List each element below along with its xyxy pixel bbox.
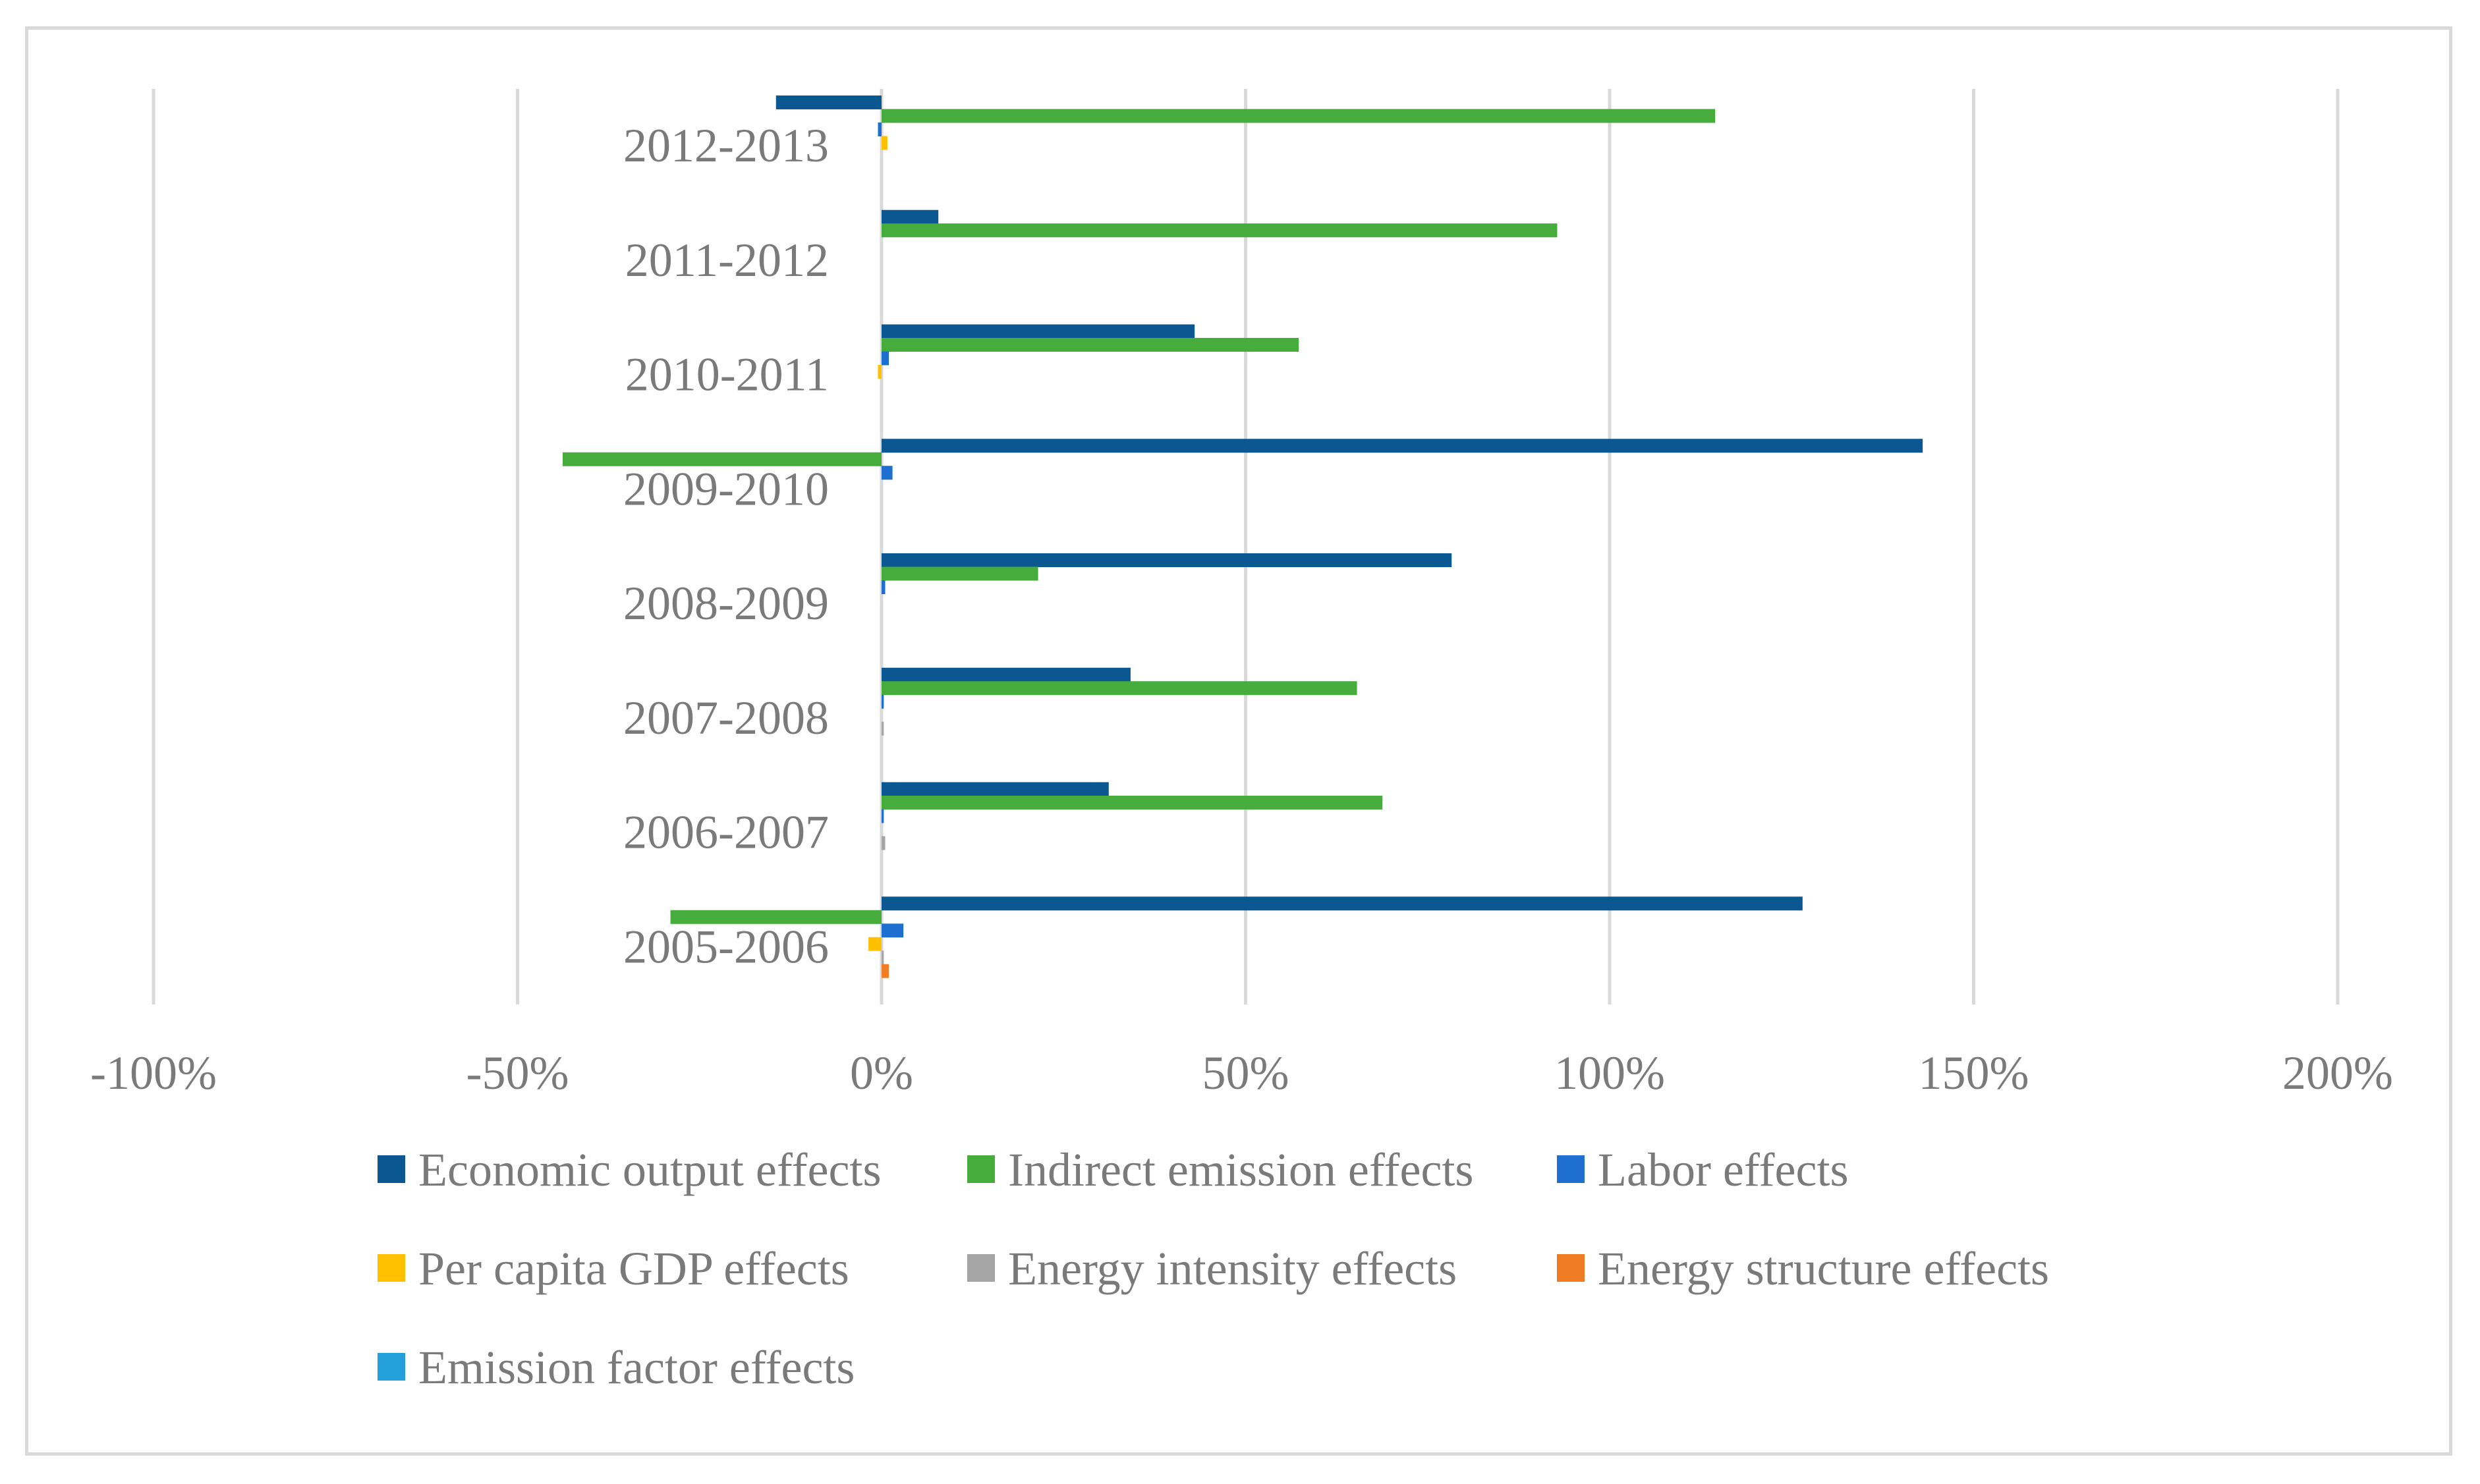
bar-labor-effects-2006-2007	[882, 809, 884, 823]
x-tick-labels: -100% -50% 0% 50% 100% 150% 200%	[90, 1047, 2393, 1099]
gridlines	[152, 89, 2340, 1004]
bar-indirect-emission-effects-2009-2010	[563, 452, 882, 466]
bar-labor-effects-2010-2011	[882, 351, 889, 366]
bar-chart: 2005-2006 2006-2007 2007-2008 2008-2009 2009…	[90, 89, 2393, 1394]
category-label: 2005-2006	[623, 920, 829, 973]
legend-swatch	[378, 1254, 405, 1282]
legend-item-energy-intensity-effects: Energy intensity effects	[967, 1242, 1457, 1295]
bar-energy-intensity-effects-2007-2008	[882, 721, 884, 736]
x-tick-label: 200%	[2282, 1047, 2393, 1099]
legend-label: Indirect emission effects	[1008, 1143, 1473, 1196]
legend-item-energy-structure-effects: Energy structure effects	[1557, 1242, 2049, 1295]
bar-labor-effects-2008-2009	[882, 580, 886, 594]
category-label: 2010-2011	[625, 348, 829, 401]
category-label: 2008-2009	[623, 577, 829, 630]
bar-indirect-emission-effects-2007-2008	[882, 681, 1357, 696]
bar-economic-output-effects-2006-2007	[882, 782, 1109, 796]
bar-indirect-emission-effects-2011-2012	[882, 223, 1558, 238]
legend-label: Economic output effects	[418, 1143, 881, 1196]
legend-label: Per capita GDP effects	[418, 1242, 849, 1295]
x-tick-label: 0%	[850, 1047, 913, 1099]
x-tick-label: -100%	[90, 1047, 217, 1099]
legend-swatch	[1557, 1254, 1585, 1282]
category-label: 2007-2008	[623, 692, 829, 744]
x-tick-label: 150%	[1919, 1047, 2029, 1099]
bar-indirect-emission-effects-2006-2007	[882, 796, 1383, 810]
bar-economic-output-effects-2005-2006	[882, 896, 1803, 911]
bar-per-capita-gdp-effects-2010-2011	[878, 365, 882, 379]
bar-indirect-emission-effects-2012-2013	[882, 109, 1716, 123]
bar-labor-effects-2009-2010	[882, 466, 893, 480]
legend-label: Labor effects	[1598, 1143, 1848, 1196]
bar-per-capita-gdp-effects-2012-2013	[882, 136, 888, 150]
category-label: 2011-2012	[625, 234, 829, 287]
legend-swatch	[967, 1254, 995, 1282]
legend-swatch	[1557, 1155, 1585, 1183]
x-tick-label: 100%	[1554, 1047, 1665, 1099]
legend-swatch	[967, 1155, 995, 1183]
bar-energy-intensity-effects-2006-2007	[882, 836, 886, 850]
bar-labor-effects-2012-2013	[878, 123, 882, 136]
bar-economic-output-effects-2009-2010	[882, 439, 1923, 453]
category-label: 2009-2010	[623, 462, 829, 515]
bar-indirect-emission-effects-2005-2006	[670, 910, 882, 924]
bar-labor-effects-2007-2008	[882, 694, 884, 709]
legend-label: Emission factor effects	[418, 1341, 855, 1394]
bars	[563, 96, 1923, 978]
bar-economic-output-effects-2012-2013	[775, 96, 882, 109]
bar-per-capita-gdp-effects-2005-2006	[868, 937, 882, 951]
legend-swatch	[378, 1353, 405, 1381]
bar-economic-output-effects-2007-2008	[882, 667, 1131, 682]
legend: Economic output effects Indirect emission…	[378, 1143, 2049, 1394]
bar-energy-intensity-effects-2005-2006	[882, 950, 884, 965]
legend-swatch	[378, 1155, 405, 1183]
legend-item-indirect-emission-effects: Indirect emission effects	[967, 1143, 1473, 1196]
category-label: 2012-2013	[623, 119, 829, 172]
x-tick-label: -50%	[466, 1047, 569, 1099]
legend-label: Energy structure effects	[1598, 1242, 2049, 1295]
category-labels: 2005-2006 2006-2007 2007-2008 2008-2009 2009…	[623, 119, 829, 973]
category-label: 2006-2007	[623, 806, 829, 859]
chart-frame: 2005-2006 2006-2007 2007-2008 2008-2009 2009…	[25, 26, 2452, 1456]
bar-economic-output-effects-2010-2011	[882, 324, 1195, 339]
bar-labor-effects-2005-2006	[882, 923, 904, 938]
legend-item-emission-factor-effects: Emission factor effects	[378, 1341, 855, 1394]
legend-item-economic-output-effects: Economic output effects	[378, 1143, 881, 1196]
bar-indirect-emission-effects-2008-2009	[882, 566, 1038, 581]
legend-item-per-capita-gdp-effects: Per capita GDP effects	[378, 1242, 849, 1295]
bar-economic-output-effects-2011-2012	[882, 209, 939, 224]
legend-label: Energy intensity effects	[1008, 1242, 1457, 1295]
legend-item-labor-effects: Labor effects	[1557, 1143, 1848, 1196]
bar-energy-structure-effects-2005-2006	[882, 964, 889, 978]
bar-indirect-emission-effects-2010-2011	[882, 338, 1299, 352]
x-tick-label: 50%	[1202, 1047, 1289, 1099]
bar-economic-output-effects-2008-2009	[882, 553, 1452, 567]
